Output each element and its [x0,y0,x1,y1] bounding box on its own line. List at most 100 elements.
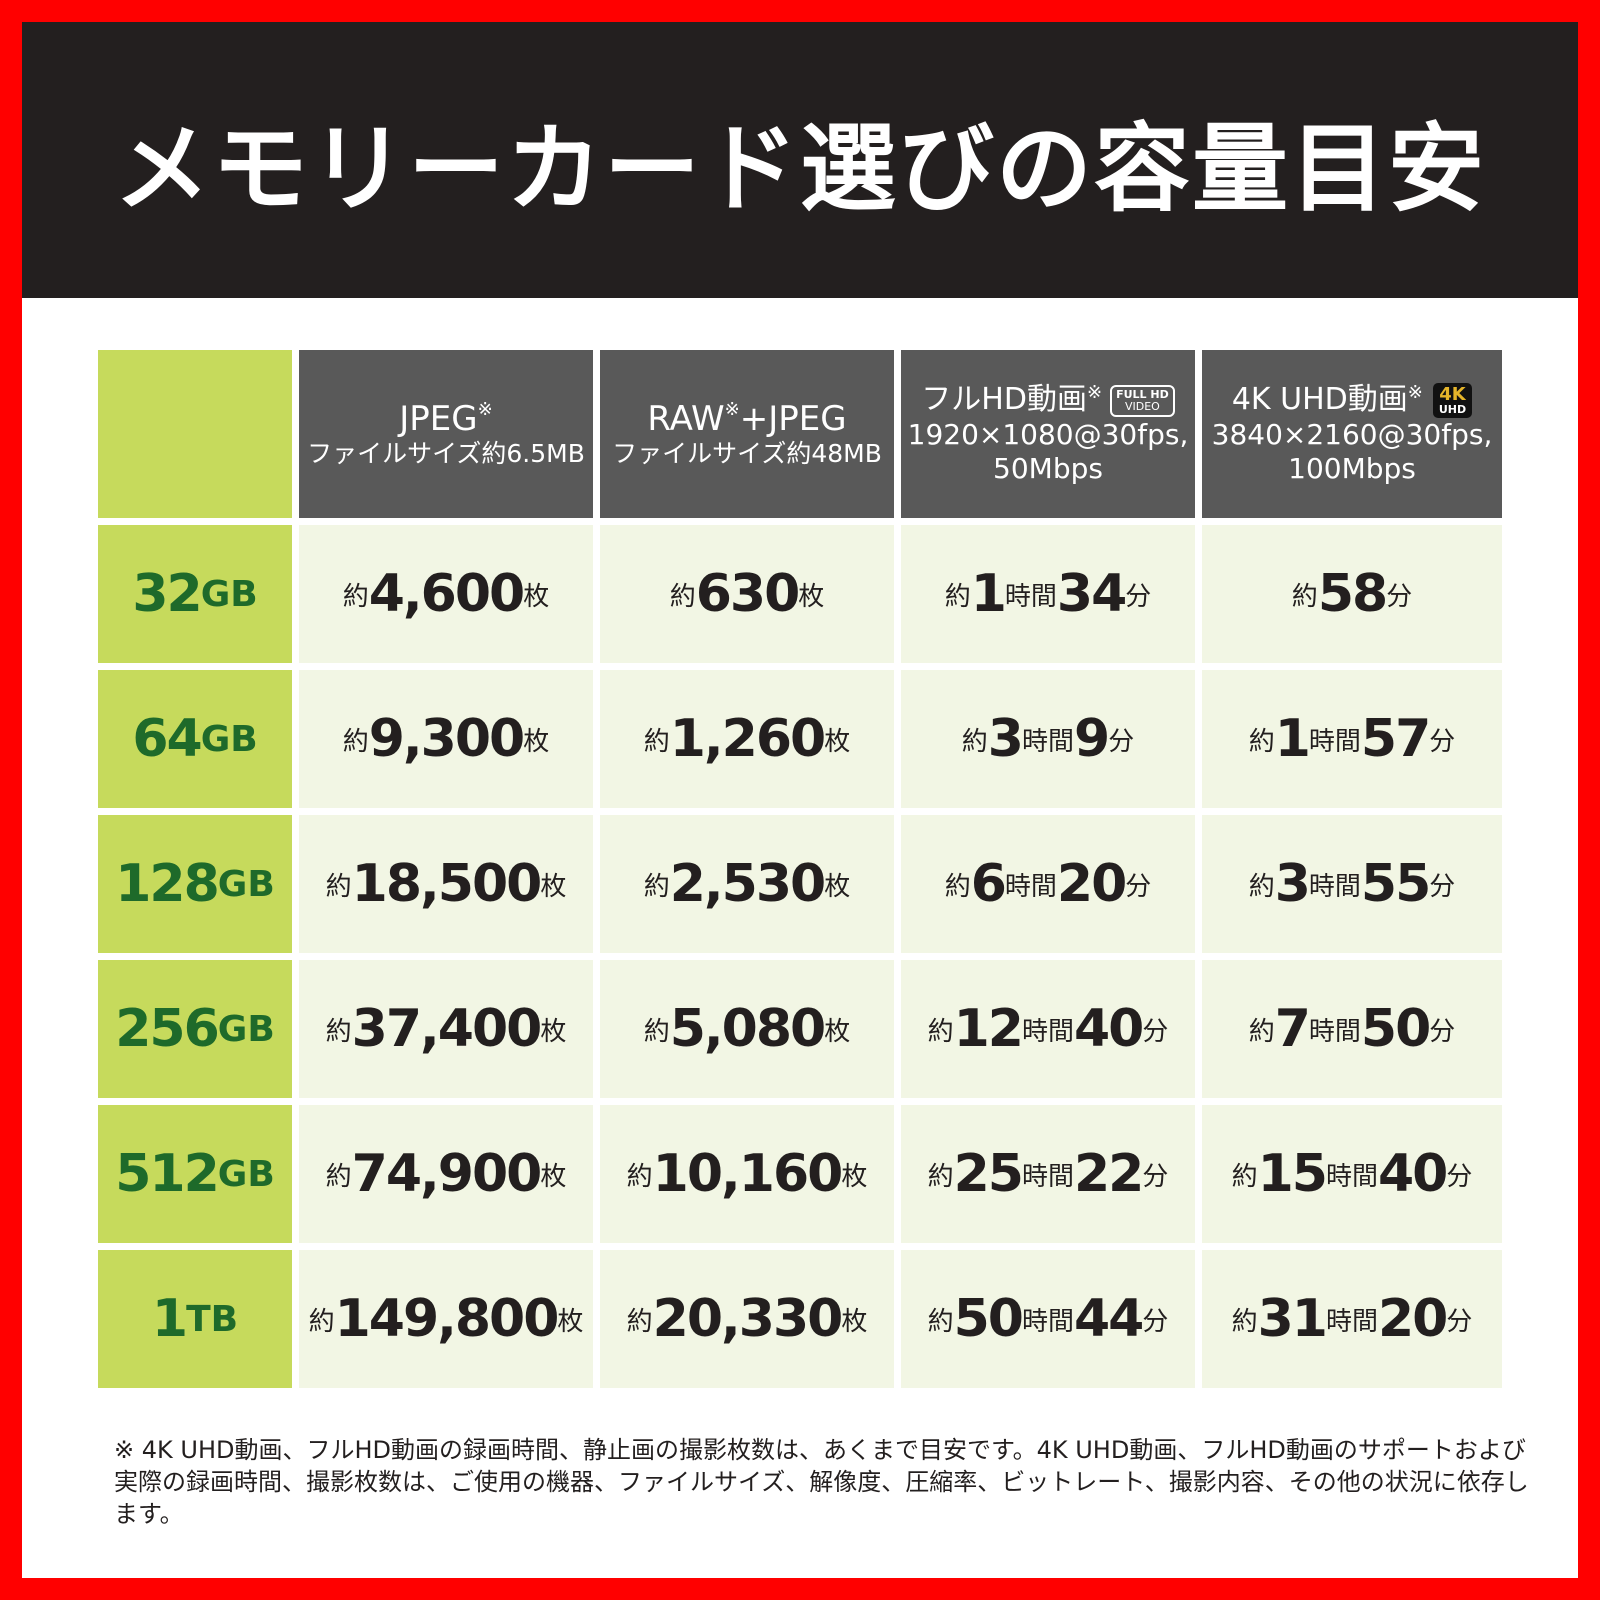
cell-number: 4,600 [368,564,525,624]
cell-number: 34 [1056,564,1127,624]
table-cell: 約 9,300 枚 [299,670,593,808]
header-4k: 4K UHD動画※ 4K UHD 3840×2160@30fps, 100Mbps [1202,350,1502,518]
cell-unit: 約 [342,726,369,757]
infographic: メモリーカード選びの容量目安 JPEG※ ファイルサイズ約6.5MB RAW ※ +… [22,22,1578,1578]
cell-number: 40 [1074,999,1144,1059]
cell-number: 2,530 [669,854,826,914]
header-spec: 3840×2160@30fps, [1211,418,1493,452]
header-jpeg: JPEG※ ファイルサイズ約6.5MB [299,350,593,518]
cell-unit: 約 [342,581,369,612]
cell-unit: 分 [1446,1161,1473,1192]
note-mark: ※ [1407,382,1423,404]
cell-unit: 約 [1248,871,1275,902]
capacity-value: 1 [151,1289,188,1349]
footnote: ※ 4K UHD動画、フルHD動画の録画時間、静止画の撮影枚数は、あくまで目安で… [114,1436,1529,1528]
cell-unit: 分 [1108,726,1135,757]
header-spec: 1920×1080@30fps, [907,418,1189,452]
capacity-label: 64 GB [98,670,292,808]
cell-unit: 分 [1386,581,1413,612]
cell-unit: 約 [325,1161,352,1192]
cell-unit: 分 [1125,871,1152,902]
cell-unit: 枚 [824,871,851,902]
cell-number: 25 [953,1144,1024,1204]
cell-unit: 分 [1446,1306,1473,1337]
note-mark: ※ [1086,382,1103,404]
cell-unit: 枚 [824,1016,851,1047]
cell-number: 9 [1074,709,1110,769]
table-cell: 約 20,330 枚 [600,1250,894,1388]
table-cell: 約 50 時間 44 分 [901,1250,1195,1388]
cell-number: 1,260 [669,709,826,769]
capacity-value: 256 [115,999,220,1059]
cell-unit: 分 [1429,726,1456,757]
cell-unit: 約 [325,871,352,902]
cell-unit: 約 [325,1016,352,1047]
cell-unit: 約 [1248,1016,1275,1047]
cell-unit: 約 [944,871,971,902]
cell-unit: 時間 [1308,726,1361,757]
capacity-value: 32 [132,564,202,624]
table-cell: 約 1,260 枚 [600,670,894,808]
cell-unit: 時間 [1308,1016,1361,1047]
full-hd-video-badge-icon: FULL HD VIDEO [1110,384,1175,417]
cell-number: 57 [1360,709,1431,769]
capacity-label: 256 GB [98,960,292,1098]
cell-unit: 約 [643,871,670,902]
cell-number: 3 [987,709,1024,769]
cell-number: 22 [1074,1144,1144,1204]
table-cell: 約 25 時間 22 分 [901,1105,1195,1243]
cell-number: 9,300 [368,709,525,769]
capacity-unit: GB [200,573,258,615]
table-cell: 約 1 時間 57 分 [1202,670,1502,808]
cell-number: 31 [1257,1289,1328,1349]
cell-unit: 約 [927,1161,954,1192]
table-cell: 約 58 分 [1202,525,1502,663]
cell-unit: 時間 [1004,871,1057,902]
cell-unit: 分 [1429,871,1456,902]
table-cell: 約 4,600 枚 [299,525,593,663]
cell-unit: 枚 [540,871,567,902]
header-spec: 100Mbps [1288,452,1416,485]
capacity-value: 512 [115,1144,220,1204]
capacity-value: 64 [132,709,202,769]
table-cell: 約 15 時間 40 分 [1202,1105,1502,1243]
capacity-label: 128 GB [98,815,292,953]
header-title: RAW [647,398,725,439]
capacity-label: 1 TB [98,1250,292,1388]
header-sub: ファイルサイズ約48MB [612,439,882,469]
header-title-suffix: +JPEG [739,398,847,439]
table-cell: 約 10,160 枚 [600,1105,894,1243]
cell-unit: 約 [927,1016,954,1047]
cell-unit: 枚 [523,726,550,757]
cell-number: 55 [1360,854,1431,914]
cell-number: 15 [1257,1144,1328,1204]
cell-number: 12 [953,999,1024,1059]
page-title: メモリーカード選びの容量目安 [114,112,1486,225]
cell-unit: 約 [308,1306,335,1337]
cell-number: 44 [1074,1289,1144,1349]
cell-unit: 時間 [1021,726,1074,757]
4k-uhd-badge-icon: 4K UHD [1432,383,1473,419]
capacity-label: 32 GB [98,525,292,663]
cell-number: 18,500 [351,854,543,914]
cell-unit: 約 [961,726,988,757]
cell-unit: 時間 [1325,1161,1378,1192]
cell-number: 37,400 [351,999,543,1059]
cell-unit: 約 [1248,726,1275,757]
cell-number: 40 [1378,1144,1448,1204]
capacity-table: JPEG※ ファイルサイズ約6.5MB RAW ※ +JPEG ファイルサイズ約48… [98,350,1502,1388]
table-cell: 約 1 時間 34 分 [901,525,1195,663]
cell-unit: 枚 [523,581,550,612]
cell-unit: 約 [626,1306,653,1337]
cell-unit: 約 [1291,581,1318,612]
table-cell: 約 2,530 枚 [600,815,894,953]
cell-unit: 時間 [1021,1306,1074,1337]
cell-number: 3 [1274,854,1311,914]
header-title: フルHD動画 [921,382,1087,418]
header-spec: 50Mbps [993,452,1103,485]
cell-unit: 枚 [557,1306,584,1337]
cell-number: 6 [970,854,1007,914]
header-sub: ファイルサイズ約6.5MB [307,439,585,469]
table-cell: 約 31 時間 20 分 [1202,1250,1502,1388]
cell-number: 74,900 [351,1144,543,1204]
